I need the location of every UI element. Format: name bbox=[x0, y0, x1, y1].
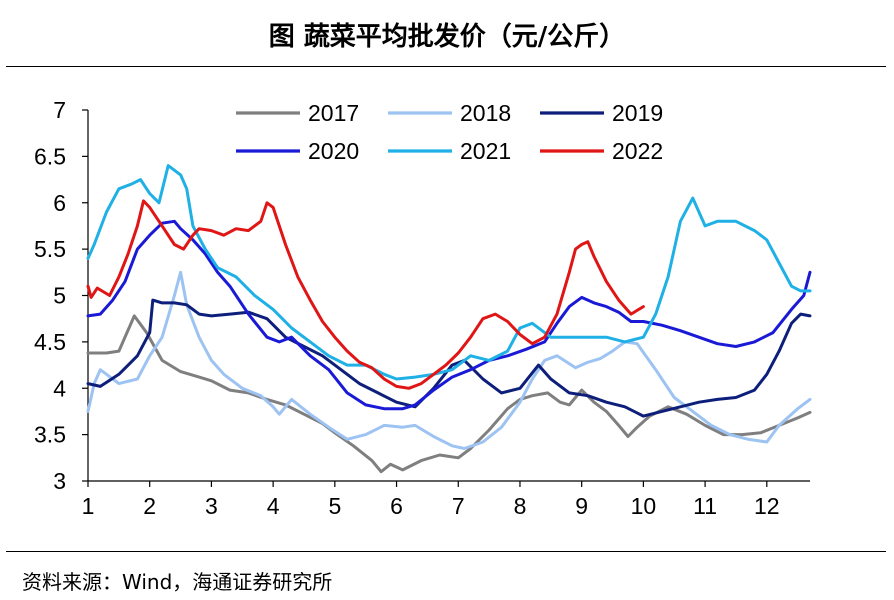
legend-label-2019: 2019 bbox=[612, 100, 663, 126]
x-tick-label: 9 bbox=[575, 493, 588, 519]
series-line-2022 bbox=[86, 199, 645, 390]
y-tick-label: 6 bbox=[53, 190, 66, 216]
x-tick-label: 8 bbox=[514, 493, 527, 519]
y-tick-label: 4 bbox=[53, 375, 66, 401]
legend: 2017 2018 2019 2020 2021 2022 bbox=[236, 100, 663, 164]
legend-label-2020: 2020 bbox=[308, 138, 359, 164]
y-tick-label: 3 bbox=[53, 468, 66, 494]
y-tick-label: 5 bbox=[53, 283, 66, 309]
x-tick-label: 1 bbox=[82, 493, 95, 519]
y-tick-label: 7 bbox=[53, 97, 66, 123]
chart-title: 图 蔬菜平均批发价（元/公斤） bbox=[268, 22, 626, 52]
y-tick-label: 4.5 bbox=[34, 329, 66, 355]
x-tick-label: 7 bbox=[452, 493, 465, 519]
x-tick-label: 12 bbox=[754, 493, 780, 519]
x-tick-label: 4 bbox=[267, 493, 280, 519]
x-tick-label: 11 bbox=[693, 493, 717, 519]
bottom-rule bbox=[6, 551, 886, 552]
y-tick-label: 5.5 bbox=[34, 236, 66, 262]
legend-label-2018: 2018 bbox=[460, 100, 511, 126]
chart-axes: 33.544.555.566.571 2 3 4 5 6 7 8 9 10 11 12 bbox=[34, 97, 810, 519]
x-tick-label: 6 bbox=[390, 493, 403, 519]
x-tick-label: 2 bbox=[143, 493, 156, 519]
series-line-2019 bbox=[86, 298, 812, 418]
source-note: 资料来源：Wind，海通证券研究所 bbox=[22, 570, 333, 594]
top-rule bbox=[6, 66, 886, 67]
legend-label-2022: 2022 bbox=[612, 138, 663, 164]
legend-label-2017: 2017 bbox=[308, 100, 359, 126]
x-tick-label: 5 bbox=[328, 493, 341, 519]
series-line-2021 bbox=[86, 164, 812, 381]
legend-label-2021: 2021 bbox=[460, 138, 511, 164]
x-tick-label: 10 bbox=[631, 493, 657, 519]
y-tick-label: 3.5 bbox=[34, 422, 66, 448]
series-line-2018 bbox=[86, 270, 812, 450]
series-layer bbox=[86, 164, 812, 474]
y-tick-label: 6.5 bbox=[34, 143, 66, 169]
series-line-2020 bbox=[86, 219, 812, 411]
x-tick-label: 3 bbox=[205, 493, 218, 519]
